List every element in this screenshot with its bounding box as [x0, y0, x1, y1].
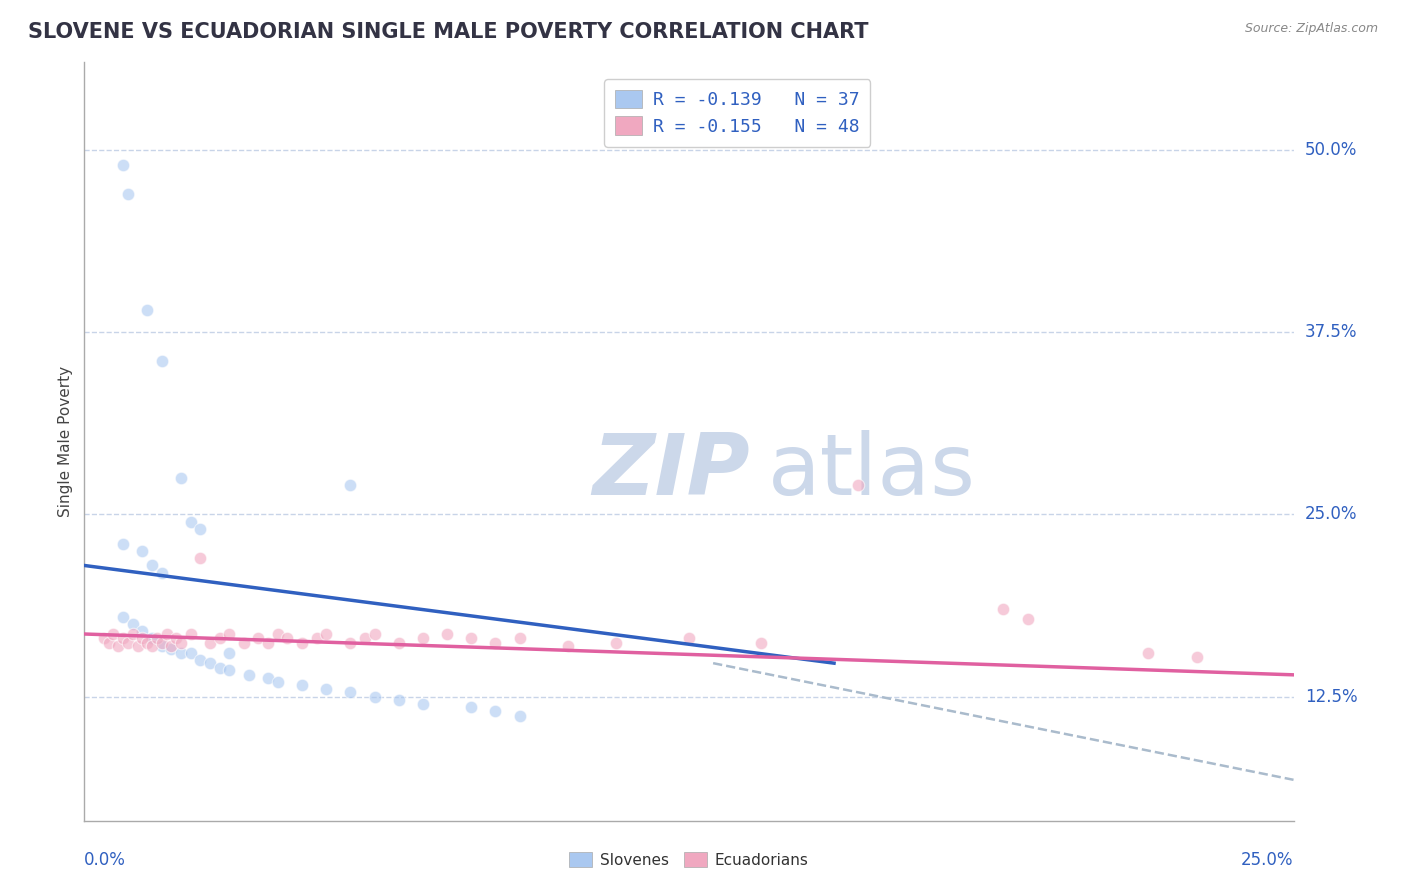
- Point: [150, 639, 173, 653]
- Point: [218, 646, 240, 660]
- Point: [180, 627, 202, 641]
- Point: [678, 632, 700, 646]
- Point: [170, 636, 193, 650]
- Point: [131, 632, 153, 646]
- Point: [160, 639, 183, 653]
- Point: [180, 515, 202, 529]
- Point: [276, 632, 298, 646]
- Text: atlas: atlas: [768, 430, 976, 514]
- Point: [1017, 612, 1039, 626]
- Point: [218, 664, 240, 678]
- Text: ZIP: ZIP: [592, 430, 749, 514]
- Point: [160, 641, 183, 656]
- Point: [117, 636, 139, 650]
- Point: [388, 636, 411, 650]
- Y-axis label: Single Male Poverty: Single Male Poverty: [58, 366, 73, 517]
- Point: [509, 632, 531, 646]
- Point: [460, 699, 482, 714]
- Point: [112, 632, 135, 646]
- Point: [339, 478, 361, 492]
- Point: [354, 632, 377, 646]
- Point: [846, 478, 869, 492]
- Point: [557, 639, 579, 653]
- Point: [460, 632, 482, 646]
- Point: [257, 671, 280, 685]
- Point: [993, 602, 1015, 616]
- Point: [198, 636, 221, 650]
- Point: [315, 627, 337, 641]
- Text: 25.0%: 25.0%: [1305, 506, 1357, 524]
- Point: [112, 609, 135, 624]
- Point: [136, 303, 159, 318]
- Point: [141, 632, 163, 646]
- Point: [146, 632, 169, 646]
- Point: [107, 639, 129, 653]
- Point: [131, 624, 153, 639]
- Point: [484, 704, 506, 718]
- Point: [339, 636, 361, 650]
- Text: 0.0%: 0.0%: [84, 851, 127, 869]
- Point: [267, 627, 290, 641]
- Point: [103, 627, 125, 641]
- Point: [291, 636, 314, 650]
- Point: [238, 668, 260, 682]
- Point: [150, 566, 173, 580]
- Point: [1185, 650, 1208, 665]
- Point: [190, 653, 212, 667]
- Point: [141, 639, 163, 653]
- Point: [291, 678, 314, 692]
- Point: [155, 627, 177, 641]
- Point: [436, 627, 458, 641]
- Text: 25.0%: 25.0%: [1241, 851, 1294, 869]
- Point: [112, 157, 135, 171]
- Point: [170, 646, 193, 660]
- Point: [136, 636, 159, 650]
- Point: [165, 632, 187, 646]
- Point: [484, 636, 506, 650]
- Point: [363, 627, 385, 641]
- Point: [170, 471, 193, 485]
- Point: [150, 636, 173, 650]
- Point: [208, 660, 231, 674]
- Text: Source: ZipAtlas.com: Source: ZipAtlas.com: [1244, 22, 1378, 36]
- Point: [412, 697, 434, 711]
- Point: [141, 558, 163, 573]
- Point: [208, 632, 231, 646]
- Point: [121, 616, 143, 631]
- Point: [509, 708, 531, 723]
- Point: [388, 692, 411, 706]
- Point: [112, 536, 135, 550]
- Point: [412, 632, 434, 646]
- Point: [233, 636, 256, 650]
- Text: 37.5%: 37.5%: [1305, 323, 1357, 341]
- Point: [190, 522, 212, 536]
- Point: [198, 656, 221, 670]
- Point: [315, 682, 337, 697]
- Point: [93, 632, 115, 646]
- Point: [1137, 646, 1160, 660]
- Point: [257, 636, 280, 650]
- Point: [339, 685, 361, 699]
- Point: [131, 544, 153, 558]
- Point: [267, 675, 290, 690]
- Point: [127, 639, 149, 653]
- Point: [180, 646, 202, 660]
- Point: [190, 551, 212, 566]
- Point: [117, 186, 139, 201]
- Legend: Slovenes, Ecuadorians: Slovenes, Ecuadorians: [564, 846, 814, 873]
- Point: [363, 690, 385, 704]
- Point: [305, 632, 328, 646]
- Text: SLOVENE VS ECUADORIAN SINGLE MALE POVERTY CORRELATION CHART: SLOVENE VS ECUADORIAN SINGLE MALE POVERT…: [28, 22, 869, 42]
- Point: [751, 636, 773, 650]
- Point: [150, 354, 173, 368]
- Text: 12.5%: 12.5%: [1305, 688, 1357, 706]
- Point: [97, 636, 120, 650]
- Point: [247, 632, 270, 646]
- Point: [121, 627, 143, 641]
- Text: 50.0%: 50.0%: [1305, 141, 1357, 159]
- Point: [605, 636, 627, 650]
- Point: [218, 627, 240, 641]
